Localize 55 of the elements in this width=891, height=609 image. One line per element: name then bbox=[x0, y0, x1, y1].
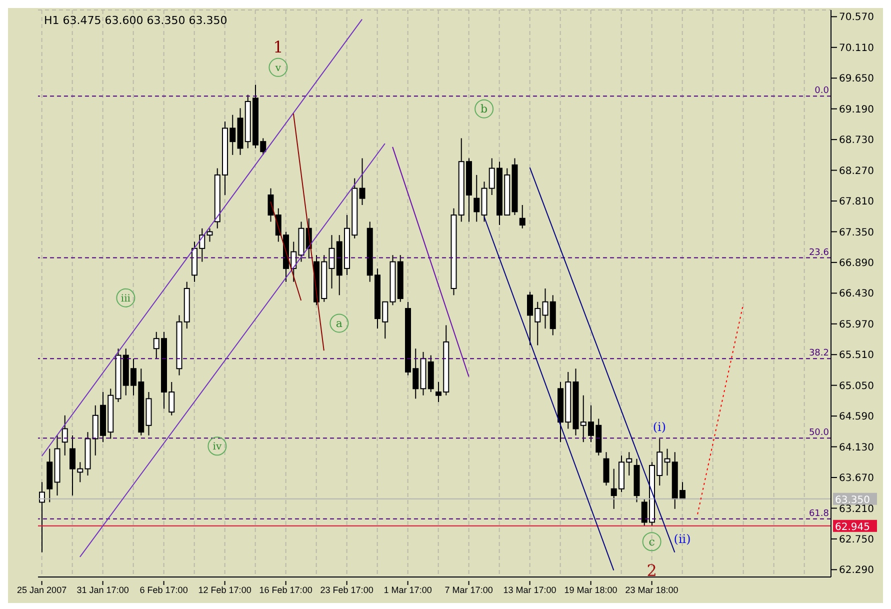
y-tick-label: 64.590 bbox=[839, 412, 874, 423]
y-tick-label: 69.650 bbox=[839, 74, 874, 85]
candlestick bbox=[206, 228, 213, 242]
candlestick bbox=[603, 452, 610, 486]
ref-line-label: 63.350 bbox=[835, 494, 870, 506]
x-tick-label: 13 Mar 17:00 bbox=[503, 585, 556, 595]
annotation: 38.2 bbox=[808, 348, 829, 359]
annotation: 1 bbox=[273, 37, 284, 56]
annotation: a bbox=[336, 317, 343, 330]
y-tick-label: 65.050 bbox=[839, 380, 874, 392]
candlestick bbox=[474, 174, 480, 222]
chart-title: H1 63.475 63.600 63.350 63.350 bbox=[44, 14, 228, 27]
annotation: iv bbox=[212, 442, 222, 453]
y-tick-label: 67.810 bbox=[839, 196, 874, 208]
y-tick-label: 69.190 bbox=[839, 104, 874, 116]
y-tick-label: 62.290 bbox=[839, 565, 874, 576]
y-tick-label: 66.430 bbox=[839, 288, 874, 300]
annotation: c bbox=[648, 535, 655, 548]
annotation: iii bbox=[120, 293, 130, 304]
candlestick bbox=[519, 204, 526, 229]
y-tick-label: 68.270 bbox=[839, 166, 874, 177]
y-tick-label: 63.210 bbox=[839, 504, 874, 515]
x-tick-label: 23 Mar 18:00 bbox=[625, 585, 678, 595]
y-tick-label: 62.750 bbox=[839, 534, 874, 546]
x-tick-label: 1 Mar 17:00 bbox=[384, 585, 432, 595]
annotation: b bbox=[480, 102, 488, 116]
x-tick-label: 31 Jan 17:00 bbox=[76, 585, 129, 595]
y-tick-label: 66.890 bbox=[839, 258, 874, 269]
candlestick bbox=[39, 482, 45, 553]
annotation: (i) bbox=[652, 420, 666, 434]
x-tick-label: 7 Mar 17:00 bbox=[444, 585, 493, 595]
candlestick bbox=[62, 414, 68, 456]
annotation: 23.6 bbox=[808, 248, 830, 258]
y-tick-label: 64.130 bbox=[839, 442, 874, 454]
y-tick-label: 70.570 bbox=[839, 12, 874, 24]
annotation: v bbox=[274, 62, 282, 74]
annotation: 61.8 bbox=[808, 508, 830, 519]
annotation: 2 bbox=[646, 561, 657, 580]
ref-line-label: 62.945 bbox=[835, 522, 870, 533]
x-tick-label: 25 Jan 2007 bbox=[17, 585, 67, 595]
annotation: 50.0 bbox=[808, 428, 830, 438]
x-tick-label: 23 Feb 17:00 bbox=[320, 585, 374, 595]
candlestick bbox=[359, 158, 366, 206]
y-tick-label: 65.970 bbox=[839, 319, 874, 330]
y-tick-label: 70.110 bbox=[839, 42, 874, 54]
x-tick-label: 12 Feb 17:00 bbox=[198, 585, 252, 595]
y-tick-label: 67.350 bbox=[839, 227, 874, 238]
x-tick-label: 6 Feb 17:00 bbox=[140, 585, 188, 595]
x-tick-label: 16 Feb 17:00 bbox=[259, 585, 312, 595]
annotation: 0.0 bbox=[814, 86, 830, 96]
y-tick-label: 68.730 bbox=[839, 135, 874, 146]
x-tick-label: 19 Mar 18:00 bbox=[564, 585, 618, 595]
y-tick-label: 63.670 bbox=[839, 473, 874, 484]
y-tick-label: 65.510 bbox=[839, 350, 874, 362]
annotation: (ii) bbox=[674, 532, 691, 546]
